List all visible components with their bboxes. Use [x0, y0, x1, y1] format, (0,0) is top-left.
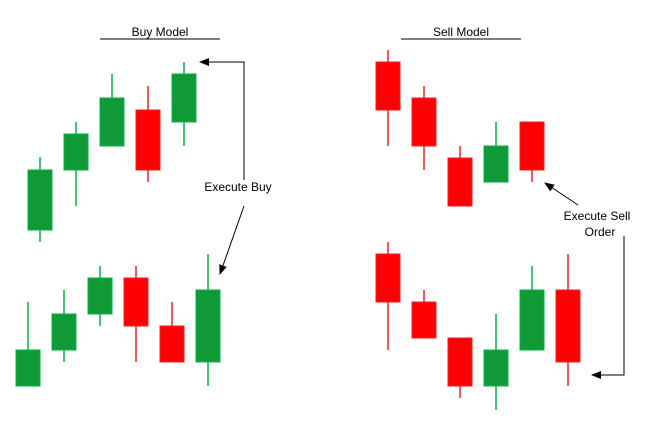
sell-bottom-candle-3-bearish: [447, 337, 473, 398]
buy-bottom-candle-2-bullish: [51, 290, 77, 362]
candle-body: [375, 61, 401, 111]
buy-bottom-candle-3-bullish: [87, 266, 113, 326]
candle-body: [63, 133, 89, 171]
buy-top-candle-3-bullish: [99, 74, 125, 147]
execute-sell-arrow-down: [591, 236, 625, 379]
sell-top-candle-4-bullish: [483, 122, 509, 183]
candle-body: [555, 289, 581, 363]
candle-body: [123, 277, 149, 327]
buy-top-candle-5-bullish: [171, 62, 197, 146]
candle-body: [99, 97, 125, 147]
sell-bottom-candle-1-bearish: [375, 242, 401, 350]
buy-bottom-candle-6-bullish: [195, 254, 221, 386]
buy-bottom-candle-5-bearish: [159, 302, 185, 363]
execute-sell-label-line2: Order: [585, 225, 616, 239]
sell-top-candle-2-bearish: [411, 86, 437, 170]
buy-top-candle-1-bullish: [27, 157, 53, 242]
candle-body: [411, 97, 437, 147]
candle-body: [447, 337, 473, 387]
candle-body: [411, 301, 437, 339]
candle-body: [375, 253, 401, 303]
candle-body: [27, 169, 53, 231]
sell-bottom-candle-2-bearish: [411, 290, 437, 339]
sell-bottom-candle-4-bullish: [483, 314, 509, 410]
candle-body: [159, 325, 185, 363]
execute-buy-label: Execute Buy: [204, 180, 271, 194]
candle-body: [483, 145, 509, 183]
candle-body: [171, 73, 197, 123]
candle-body: [519, 289, 545, 351]
candle-body: [195, 289, 221, 363]
candle-body: [483, 349, 509, 387]
buy-top-candle-4-bearish: [135, 86, 161, 182]
execute-sell-label-line1: Execute Sell: [564, 209, 631, 223]
execute-buy-arrow-down: [219, 205, 245, 275]
execute-sell-arrow-up: [544, 182, 579, 206]
buy-bottom-candle-1-bullish: [15, 302, 41, 387]
buy-model-top-candles: [27, 62, 197, 242]
candle-body: [15, 349, 41, 387]
sell-top-candle-3-bearish: [447, 146, 473, 207]
execute-buy-arrow-up: [199, 58, 245, 180]
buy-top-candle-2-bullish: [63, 122, 89, 206]
sell-bottom-candle-6-bearish: [555, 254, 581, 386]
candle-body: [87, 277, 113, 315]
sell-model-top-candles: [375, 50, 545, 207]
candle-body: [447, 157, 473, 207]
sell-top-candle-1-bearish: [375, 50, 401, 146]
buy-model-title: Buy Model: [132, 25, 189, 39]
sell-top-candle-5-bearish: [519, 121, 545, 182]
sell-model-bottom-candles: [375, 242, 581, 410]
sell-model-title: Sell Model: [433, 25, 489, 39]
buy-model-bottom-candles: [15, 254, 221, 387]
candle-body: [519, 121, 545, 171]
candle-body: [135, 109, 161, 171]
buy-bottom-candle-4-bearish: [123, 266, 149, 362]
sell-bottom-candle-5-bullish: [519, 266, 545, 351]
candle-body: [51, 313, 77, 351]
